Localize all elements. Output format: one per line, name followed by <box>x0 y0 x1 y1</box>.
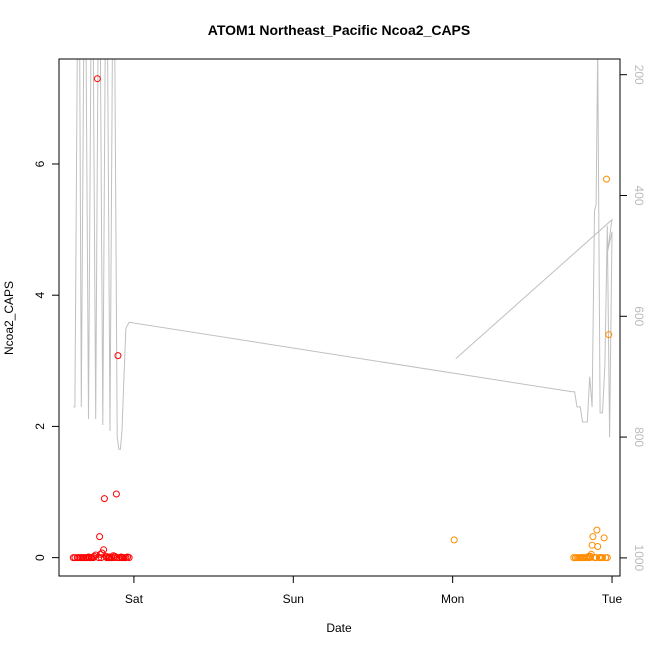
data-point-series-1 <box>90 552 98 560</box>
x-axis-label: Date <box>326 621 352 635</box>
y2-tick-label: 200 <box>632 65 646 85</box>
y-tick-label: 6 <box>33 160 47 167</box>
y-axis: 0 2 4 6 <box>33 160 60 561</box>
data-point-series-2 <box>593 526 601 534</box>
chart-title: ATOM1 Northeast_Pacific Ncoa2_CAPS <box>208 22 470 38</box>
plot-frame <box>58 58 621 577</box>
data-point-series-1 <box>93 75 101 83</box>
data-point-series-1 <box>100 546 108 554</box>
right-depth-axis: 200 400 600 800 1000 <box>620 65 646 572</box>
data-point-series-2 <box>450 536 458 544</box>
data-point-series-2 <box>589 533 597 541</box>
x-tick-label: Tue <box>602 592 623 606</box>
data-point-series-2 <box>603 554 611 562</box>
y2-tick-label: 400 <box>632 185 646 205</box>
data-point-series-2 <box>600 534 608 542</box>
y-axis-label: Ncoa2_CAPS <box>2 281 16 355</box>
y2-tick-label: 600 <box>632 306 646 326</box>
points-layer <box>69 75 613 562</box>
y-tick-label: 4 <box>33 292 47 299</box>
x-axis: Sat Sun Mon Tue <box>125 576 623 606</box>
x-tick-label: Sun <box>283 592 304 606</box>
data-point-series-2 <box>605 331 613 339</box>
x-tick-label: Sat <box>125 592 144 606</box>
depth-profile-layer <box>73 59 613 450</box>
x-tick-label: Mon <box>441 592 464 606</box>
data-point-series-1 <box>112 490 120 498</box>
y2-tick-label: 800 <box>632 427 646 447</box>
data-point-series-2 <box>603 175 610 183</box>
data-point-series-2 <box>594 543 602 550</box>
y-tick-label: 2 <box>33 423 47 430</box>
data-point-series-1 <box>95 554 103 562</box>
data-point-series-1 <box>125 554 133 562</box>
y2-tick-label: 1000 <box>632 545 646 572</box>
data-point-series-2 <box>599 554 606 562</box>
data-point-series-2 <box>588 541 596 549</box>
depth-profile-line <box>73 59 613 450</box>
data-point-series-1 <box>114 352 122 360</box>
data-point-series-1 <box>96 533 104 541</box>
data-point-series-1 <box>100 495 108 503</box>
y-tick-label: 0 <box>33 554 47 561</box>
